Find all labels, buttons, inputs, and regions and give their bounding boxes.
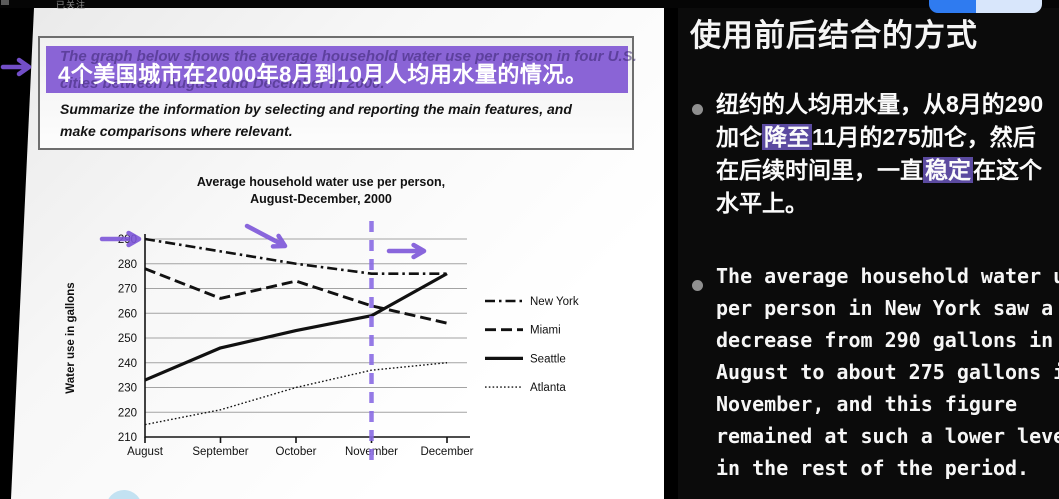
legend-label: Seattle: [530, 353, 566, 365]
task-instruction-line2: make comparisons where relevant.: [60, 123, 293, 139]
task-original-text-line1: The graph below shows the average househ…: [60, 48, 637, 65]
followed-status-label: 已关注: [56, 0, 87, 10]
text-segment: 加仑: [716, 124, 762, 150]
y-tick-label: 240: [118, 358, 137, 370]
legend-label: Miami: [530, 325, 561, 337]
text-segment: 水平上。: [716, 190, 808, 216]
x-tick-label: October: [276, 446, 317, 458]
series-line-seattle: [144, 272, 448, 382]
bullet-en-line: August to about 275 gallons in: [716, 360, 1059, 384]
player-top-strip: 已关注: [0, 0, 1059, 10]
arrow-downtrend: [244, 223, 288, 249]
y-tick-label: 270: [118, 284, 137, 296]
bullet-en-line: November, and this figure: [716, 392, 1018, 416]
x-tick-label: December: [420, 446, 473, 458]
slide: The graph below shows the average househ…: [11, 8, 664, 499]
y-tick-label: 260: [118, 308, 137, 320]
cn-highlight-box: The graph below shows the average househ…: [46, 46, 637, 93]
bullet-en-line: in the rest of the period.: [716, 456, 1030, 480]
text-segment: 在这个: [973, 157, 1042, 183]
commentary-panel: 使用前后结合的方式 纽约的人均用水量，从8月的290 加仑降至11月的275加仑，…: [678, 0, 1059, 499]
y-tick-label: 230: [118, 383, 137, 395]
arrow-after-november: [386, 242, 427, 260]
bullet-cn-line: 在后续时间里，一直稳定在这个: [716, 154, 1043, 187]
y-axis-title: Water use in gallons: [65, 282, 77, 393]
x-tick-label: August: [127, 446, 164, 458]
task-instruction-line1: Summarize the information by selecting a…: [60, 101, 572, 117]
panel-title: 使用前后结合的方式: [690, 18, 978, 53]
text-segment: 在后续时间里，一直: [716, 157, 923, 183]
series-line-atlanta: [144, 362, 448, 426]
legend-label: New York: [530, 296, 579, 308]
follow-button-right-segment: [976, 0, 1042, 13]
y-tick-label: 250: [118, 333, 137, 345]
chart-title-line: Average household water use per person,: [197, 175, 445, 189]
y-tick-label: 220: [118, 407, 137, 419]
follow-button[interactable]: [929, 0, 1042, 13]
chart-title-line: August-December, 2000: [250, 192, 392, 206]
chart-svg: Average household water use per person, A…: [65, 175, 579, 465]
video-area: The graph below shows the average househ…: [0, 8, 664, 499]
bullet-en-line: per person in New York saw a: [716, 296, 1054, 320]
task-card: The graph below shows the average househ…: [38, 36, 637, 150]
highlighted-term: 降至: [762, 124, 812, 150]
y-tick-label: 280: [118, 259, 137, 271]
follow-button-left-segment: [929, 0, 977, 13]
x-tick-label: September: [192, 446, 248, 458]
bullet-dot-icon: [692, 104, 703, 115]
y-tick-label: 210: [118, 432, 137, 444]
corner-glyph-icon: [1, 0, 9, 5]
series-line-miami: [144, 267, 448, 325]
bullet-english-sentence: The average household water use per perso…: [716, 260, 1059, 484]
task-translation-cn: 4个美国城市在2000年8月到10月人均用水量的情况。: [58, 62, 588, 87]
bullet-en-line: decrease from 290 gallons in: [716, 328, 1054, 352]
bullet-chinese-summary: 纽约的人均用水量，从8月的290 加仑降至11月的275加仑，然后 在后续时间里，一…: [716, 88, 1043, 220]
task-original-text-line2: cities between August and December in 20…: [60, 75, 385, 92]
legend-label: Atlanta: [530, 382, 566, 394]
series-line-new-york: [144, 237, 447, 275]
bullet-cn-line: 纽约的人均用水量，从8月的290: [716, 88, 1043, 121]
bullet-dot-icon: [692, 280, 703, 291]
task-instruction: Summarize the information by selecting a…: [60, 98, 572, 142]
highlighted-term: 稳定: [923, 157, 973, 183]
arrow-at-290-level: [99, 230, 142, 248]
bullet-en-line: remained at such a lower level: [716, 424, 1059, 448]
bullet-cn-line: 水平上。: [716, 187, 1043, 220]
text-segment: 11月的275加仑，然后: [812, 124, 1036, 150]
text-segment: 纽约的人均用水量，从8月的290: [716, 91, 1044, 117]
bullet-en-line: The average household water use: [716, 264, 1059, 288]
pointer-arrow-to-task-icon: [0, 57, 32, 77]
water-use-line-chart: Average household water use per person, A…: [11, 8, 664, 499]
cursor-highlight-circle: [106, 490, 142, 499]
bullet-cn-line: 加仑降至11月的275加仑，然后: [716, 121, 1043, 154]
